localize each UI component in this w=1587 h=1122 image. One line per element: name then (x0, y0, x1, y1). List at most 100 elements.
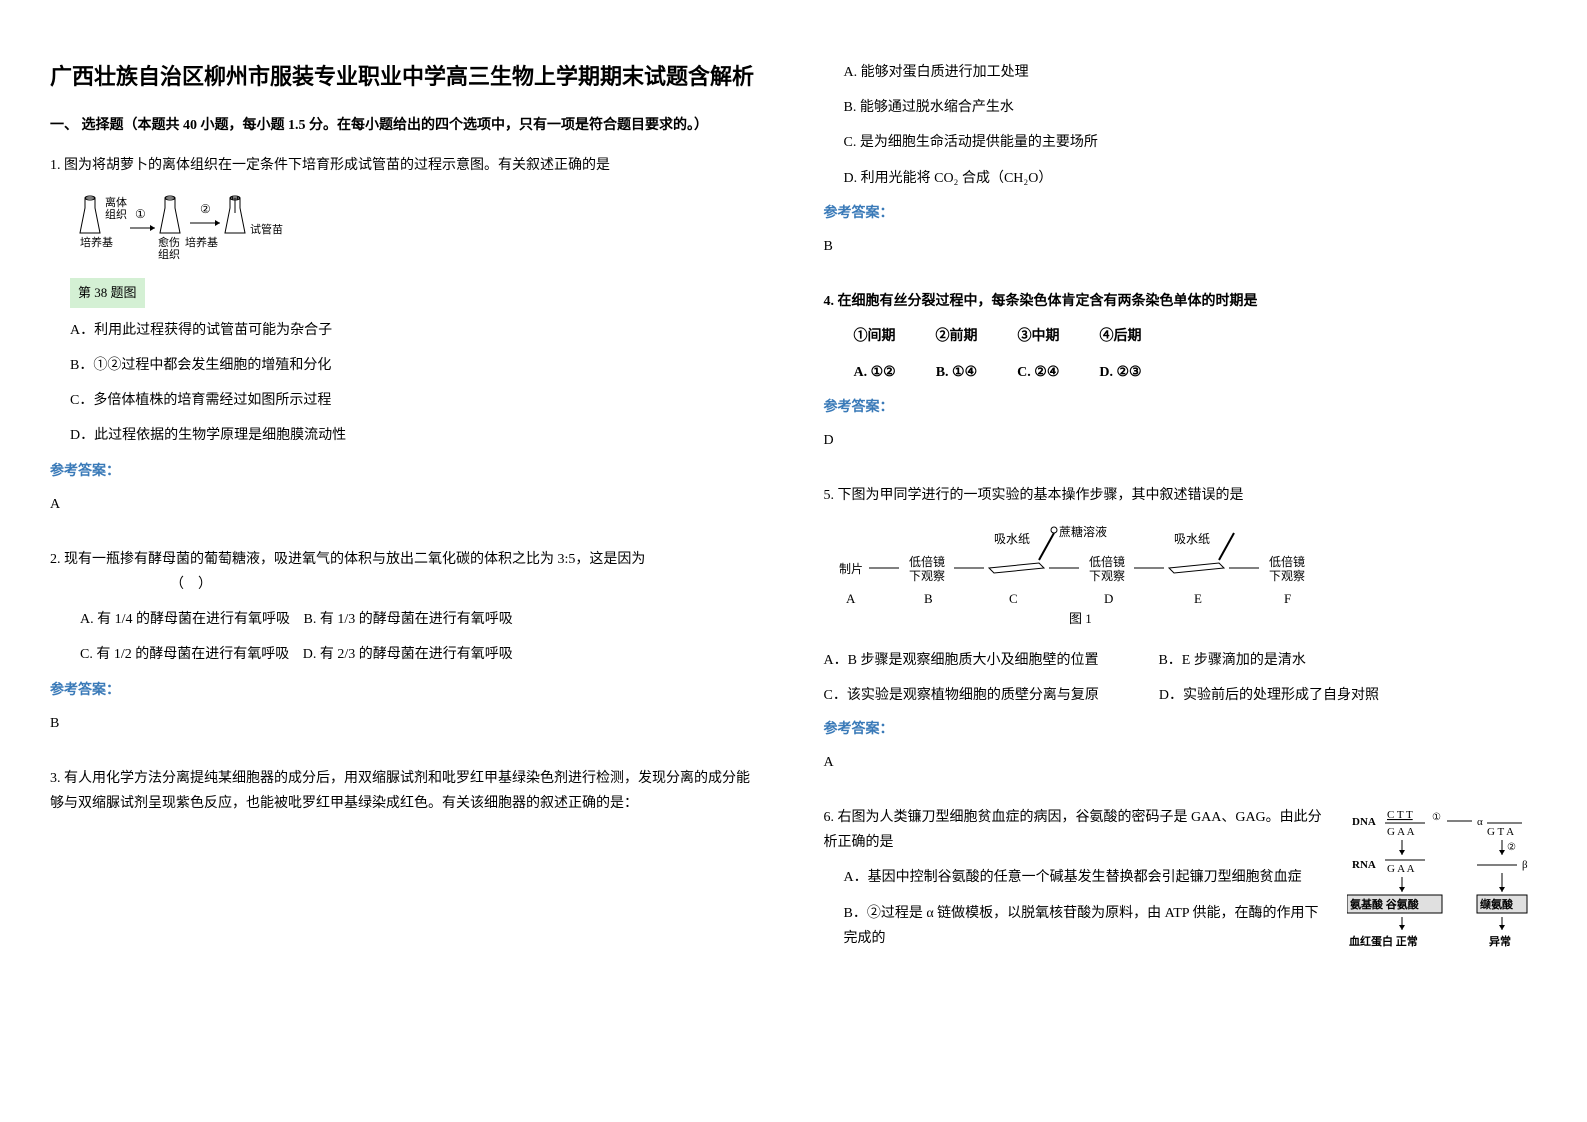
svg-text:低倍镜: 低倍镜 (909, 554, 945, 569)
q6-optB: B．②过程是 α 链做模板，以脱氧核苷酸为原料，由 ATP 供能，在酶的作用下完… (824, 901, 1333, 951)
svg-text:G A A: G A A (1387, 826, 1415, 838)
q4-oA: A. ①② (854, 360, 896, 385)
svg-text:组织: 组织 (105, 207, 127, 221)
q5-optD: D．实验前后的处理形成了自身对照 (1159, 683, 1379, 708)
q5-optB: B．E 步骤滴加的是清水 (1158, 648, 1305, 673)
svg-text:②: ② (200, 202, 211, 216)
q5-answer: A (824, 750, 1538, 775)
svg-text:F: F (1284, 591, 1291, 606)
q2-optC: C. 有 1/2 的酵母菌在进行有氧呼吸 (80, 647, 289, 662)
question-5: 5. 下图为甲同学进行的一项实验的基本操作步骤，其中叙述错误的是 制片 低倍镜 … (824, 483, 1538, 790)
svg-text:RNA: RNA (1352, 859, 1376, 871)
svg-text:下观察: 下观察 (909, 569, 945, 583)
right-column: A. 能够对蛋白质进行加工处理 B. 能够通过脱水缩合产生水 C. 是为细胞生命… (824, 60, 1538, 1062)
q2-optD: D. 有 2/3 的酵母菌在进行有氧呼吸 (303, 647, 513, 662)
q4-row2: A. ①② B. ①④ C. ②④ D. ②③ (824, 360, 1538, 385)
svg-text:组织: 组织 (158, 247, 180, 261)
q2-text-main: 2. 现有一瓶掺有酵母菌的葡萄糖液，吸进氧气的体积与放出二氧化碳的体积之比为 3… (50, 552, 645, 567)
q6-text: 6. 右图为人类镰刀型细胞贫血症的病因，谷氨酸的密码子是 GAA、GAG。由此分… (824, 805, 1333, 855)
svg-text:图 1: 图 1 (1069, 611, 1092, 626)
q2-optA: A. 有 1/4 的酵母菌在进行有氧呼吸 (80, 612, 290, 627)
question-4: 4. 在细胞有丝分裂过程中，每条染色体肯定含有两条染色单体的时期是 ①间期 ②前… (824, 289, 1538, 468)
q5-svg: 制片 低倍镜 下观察 吸水纸 蔗糖溶液 低倍镜 下观察 吸水纸 (824, 518, 1424, 638)
q6-optA: A．基因中控制谷氨酸的任意一个碱基发生替换都会引起镰刀型细胞贫血症 (824, 865, 1333, 890)
svg-text:离体: 离体 (105, 195, 127, 209)
svg-text:G T A: G T A (1487, 826, 1514, 838)
q2-answer-label: 参考答案： (50, 678, 764, 703)
svg-text:DNA: DNA (1352, 816, 1376, 828)
q3-optD: D. 利用光能将 CO₂ 合成（CH₂O） (824, 166, 1538, 191)
svg-text:低倍镜: 低倍镜 (1269, 554, 1305, 569)
svg-text:缬氨酸: 缬氨酸 (1480, 897, 1514, 911)
svg-text:A: A (846, 591, 856, 606)
q2-answer: B (50, 711, 764, 736)
svg-text:制片: 制片 (839, 562, 863, 576)
svg-text:愈伤: 愈伤 (158, 235, 180, 249)
q4-p3: ③中期 (1018, 324, 1060, 349)
q1-optD: D．此过程依据的生物学原理是细胞膜流动性 (50, 423, 764, 448)
q4-oC: C. ②④ (1017, 360, 1059, 385)
svg-text:①: ① (135, 207, 146, 221)
q5-answer-label: 参考答案： (824, 717, 1538, 742)
svg-text:蔗糖溶液: 蔗糖溶液 (1059, 524, 1107, 539)
document-title: 广西壮族自治区柳州市服装专业职业中学高三生物上学期期末试题含解析 (50, 60, 764, 93)
svg-text:E: E (1194, 591, 1202, 606)
q4-row1: ①间期 ②前期 ③中期 ④后期 (824, 324, 1538, 349)
svg-text:C: C (1009, 591, 1018, 606)
svg-text:血红蛋白 正常: 血红蛋白 正常 (1349, 934, 1418, 948)
q4-oD: D. ②③ (1099, 360, 1141, 385)
q3-optB: B. 能够通过脱水缩合产生水 (824, 95, 1538, 120)
q3-optC: C. 是为细胞生命活动提供能量的主要场所 (824, 130, 1538, 155)
q2-text: 2. 现有一瓶掺有酵母菌的葡萄糖液，吸进氧气的体积与放出二氧化碳的体积之比为 3… (50, 547, 764, 597)
q1-optB: B．①②过程中都会发生细胞的增殖和分化 (50, 353, 764, 378)
question-2: 2. 现有一瓶掺有酵母菌的葡萄糖液，吸进氧气的体积与放出二氧化碳的体积之比为 3… (50, 547, 764, 751)
svg-text:培养基: 培养基 (80, 235, 113, 249)
svg-text:G A A: G A A (1387, 863, 1415, 875)
q5-optA: A．B 步骤是观察细胞质大小及细胞壁的位置 (824, 648, 1099, 673)
svg-text:吸水纸: 吸水纸 (1174, 532, 1210, 546)
q4-p2: ②前期 (936, 324, 978, 349)
question-1: 1. 图为将胡萝卜的离体组织在一定条件下培育形成试管苗的过程示意图。有关叙述正确… (50, 153, 764, 532)
q4-answer-label: 参考答案： (824, 395, 1538, 420)
svg-text:吸水纸: 吸水纸 (994, 532, 1030, 546)
q2-row2: C. 有 1/2 的酵母菌在进行有氧呼吸 D. 有 2/3 的酵母菌在进行有氧呼… (50, 642, 764, 667)
svg-text:α: α (1477, 816, 1483, 828)
svg-text:试管苗: 试管苗 (250, 222, 283, 236)
svg-text:②: ② (1507, 842, 1516, 853)
q5-optC: C．该实验是观察植物细胞的质壁分离与复原 (824, 683, 1099, 708)
q1-caption: 第 38 题图 (70, 278, 145, 307)
svg-text:低倍镜: 低倍镜 (1089, 554, 1125, 569)
q1-svg: 离体 组织 培养基 ① 愈伤 组织 培养基 ② (70, 188, 300, 273)
q4-oB: B. ①④ (936, 360, 977, 385)
question-3: 3. 有人用化学方法分离提纯某细胞器的成分后，用双缩脲试剂和吡罗红甲基绿染色剂进… (50, 766, 764, 826)
q5-options: A．B 步骤是观察细胞质大小及细胞壁的位置 B．E 步骤滴加的是清水 C．该实验… (824, 648, 1538, 708)
svg-text:氨基酸 谷氨酸: 氨基酸 谷氨酸 (1350, 897, 1420, 911)
q1-answer-label: 参考答案： (50, 459, 764, 484)
q1-answer: A (50, 492, 764, 517)
q3-answer: B (824, 234, 1538, 259)
svg-text:下观察: 下观察 (1089, 569, 1125, 583)
q6-svg: DNA C T T G A A ① α G T A (1347, 805, 1537, 975)
q1-optC: C．多倍体植株的培育需经过如图所示过程 (50, 388, 764, 413)
svg-text:下观察: 下观察 (1269, 569, 1305, 583)
q1-diagram: 离体 组织 培养基 ① 愈伤 组织 培养基 ② (70, 188, 764, 307)
svg-text:β: β (1522, 859, 1528, 871)
q6-diagram: DNA C T T G A A ① α G T A (1347, 805, 1537, 984)
q2-blank: （ ） (170, 577, 212, 592)
left-column: 广西壮族自治区柳州市服装专业职业中学高三生物上学期期末试题含解析 一、 选择题（… (50, 60, 764, 1062)
svg-text:培养基: 培养基 (185, 235, 218, 249)
q2-row1: A. 有 1/4 的酵母菌在进行有氧呼吸 B. 有 1/3 的酵母菌在进行有氧呼… (50, 607, 764, 632)
q1-optA: A．利用此过程获得的试管苗可能为杂合子 (50, 318, 764, 343)
q4-answer: D (824, 428, 1538, 453)
q4-p1: ①间期 (854, 324, 896, 349)
q6-text-block: 6. 右图为人类镰刀型细胞贫血症的病因，谷氨酸的密码子是 GAA、GAG。由此分… (824, 805, 1333, 984)
svg-text:①: ① (1432, 812, 1441, 823)
question-3-cont: A. 能够对蛋白质进行加工处理 B. 能够通过脱水缩合产生水 C. 是为细胞生命… (824, 60, 1538, 274)
q4-text: 4. 在细胞有丝分裂过程中，每条染色体肯定含有两条染色单体的时期是 (824, 289, 1538, 314)
svg-text:B: B (924, 591, 933, 606)
section-header: 一、 选择题（本题共 40 小题，每小题 1.5 分。在每小题给出的四个选项中，… (50, 113, 764, 138)
q2-optB: B. 有 1/3 的酵母菌在进行有氧呼吸 (304, 612, 513, 627)
q1-text: 1. 图为将胡萝卜的离体组织在一定条件下培育形成试管苗的过程示意图。有关叙述正确… (50, 153, 764, 178)
svg-text:D: D (1104, 591, 1113, 606)
q3-optA: A. 能够对蛋白质进行加工处理 (824, 60, 1538, 85)
